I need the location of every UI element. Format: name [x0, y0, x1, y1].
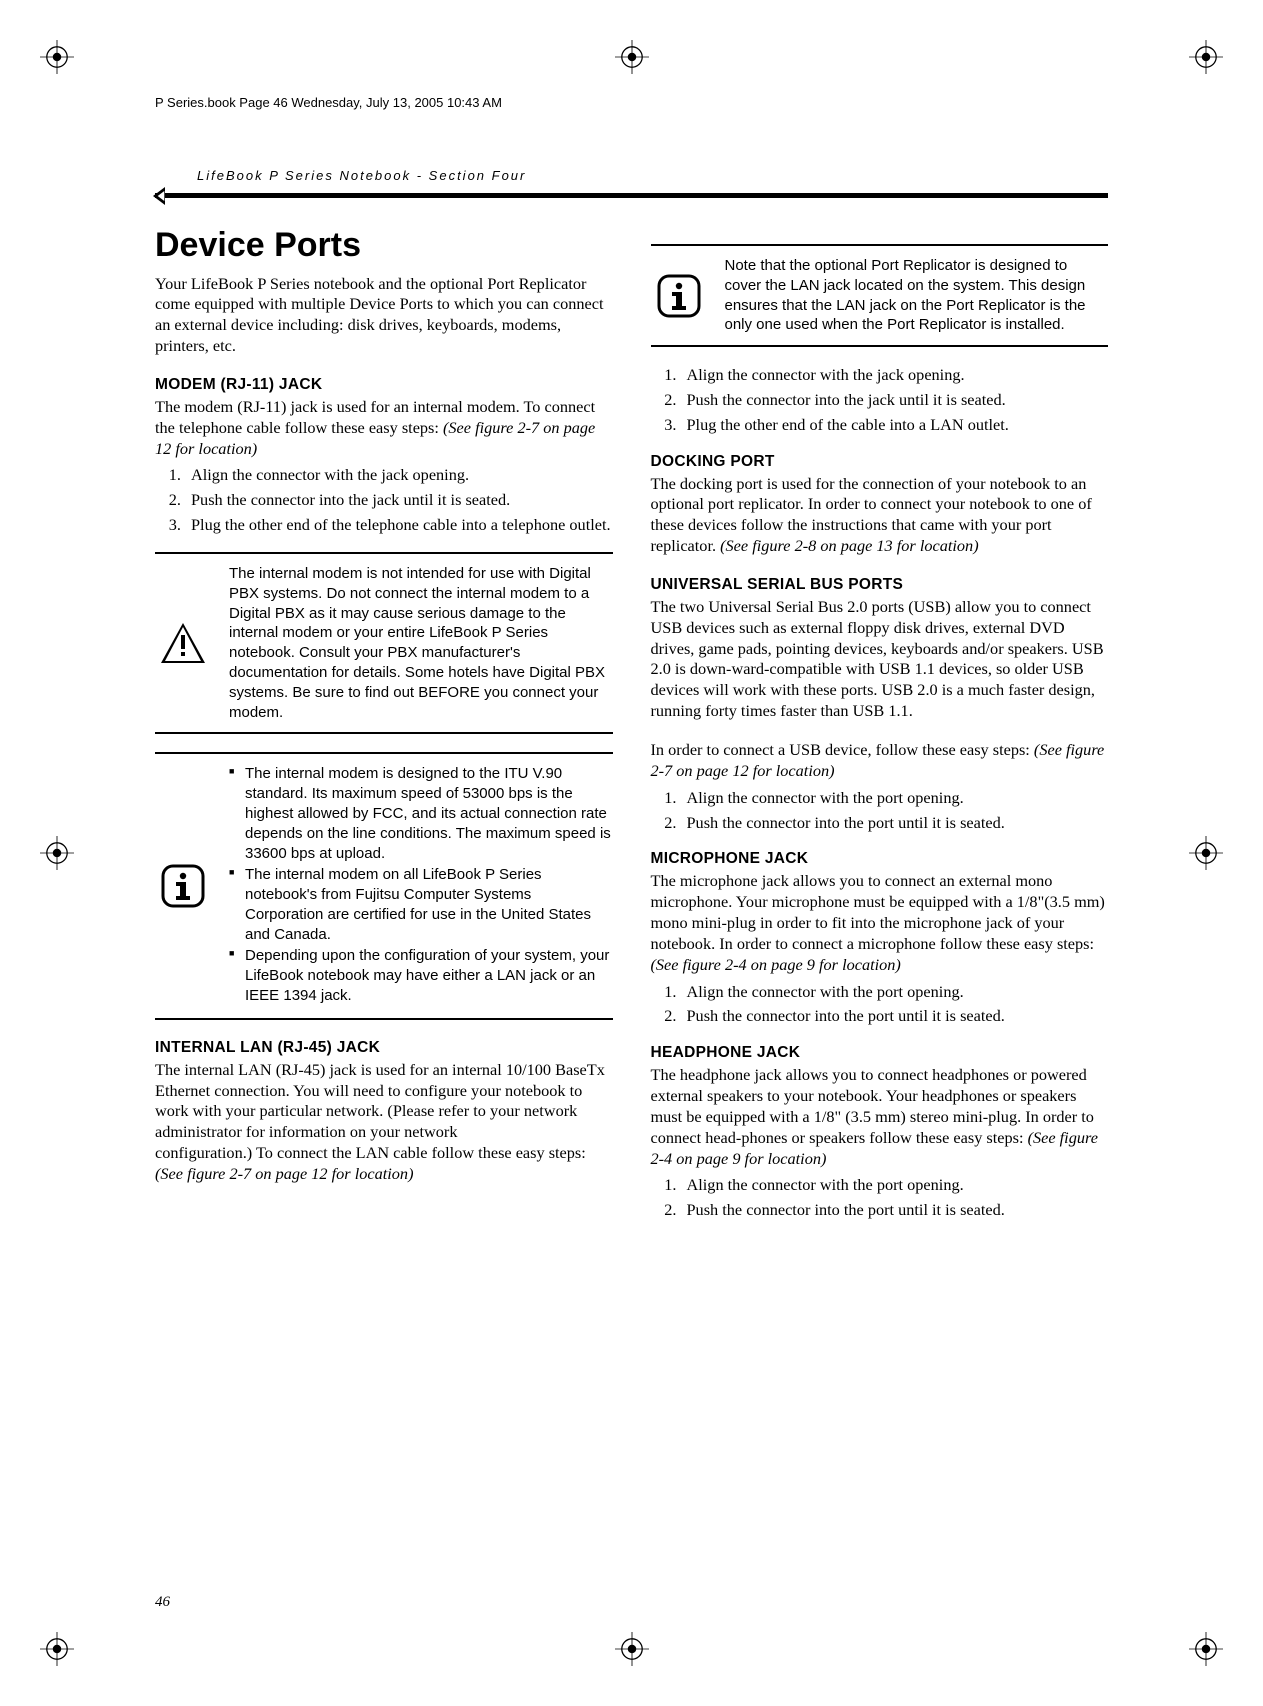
book-header: P Series.book Page 46 Wednesday, July 13…: [155, 95, 1108, 110]
right-column: Note that the optional Port Replicator i…: [651, 224, 1109, 1237]
mic-ref: (See figure 2-4 on page 9 for location): [651, 955, 901, 974]
mic-body-text: The microphone jack allows you to connec…: [651, 871, 1105, 953]
page-number: 46: [155, 1594, 170, 1611]
list-item: Plug the other end of the cable into a L…: [681, 415, 1109, 436]
list-item: Push the connector into the jack until i…: [185, 490, 613, 511]
warning-text: The internal modem is not intended for u…: [229, 564, 613, 722]
usb-body2: In order to connect a USB device, follow…: [651, 740, 1109, 782]
list-item: Align the connector with the port openin…: [681, 982, 1109, 1003]
list-item: Push the connector into the port until i…: [681, 813, 1109, 834]
mic-body: The microphone jack allows you to connec…: [651, 871, 1109, 975]
crop-mark-icon: [1189, 40, 1223, 74]
info-note: The internal modem is designed to the IT…: [155, 752, 613, 1020]
headphone-steps: Align the connector with the port openin…: [673, 1175, 1109, 1221]
docking-ref: (See figure 2-8 on page 13 for location): [720, 536, 979, 555]
headphone-body: The headphone jack allows you to connect…: [651, 1065, 1109, 1169]
info-note-text: The internal modem is designed to the IT…: [229, 764, 613, 1008]
crop-mark-icon: [40, 836, 74, 870]
lan-heading: INTERNAL LAN (RJ-45) JACK: [155, 1038, 613, 1058]
modem-body: The modem (RJ-11) jack is used for an in…: [155, 397, 613, 460]
usb-heading: UNIVERSAL SERIAL BUS PORTS: [651, 575, 1109, 595]
list-item: Align the connector with the port openin…: [681, 788, 1109, 809]
list-item: The internal modem on all LifeBook P Ser…: [229, 865, 613, 944]
modem-steps: Align the connector with the jack openin…: [177, 465, 613, 536]
list-item: Plug the other end of the telephone cabl…: [185, 515, 613, 536]
docking-body: The docking port is used for the connect…: [651, 474, 1109, 557]
crop-mark-icon: [615, 40, 649, 74]
lan-body: The internal LAN (RJ-45) jack is used fo…: [155, 1060, 613, 1143]
page-content: P Series.book Page 46 Wednesday, July 13…: [155, 95, 1108, 1611]
info-icon: [651, 272, 707, 320]
warning-icon: [155, 619, 211, 667]
crop-mark-icon: [615, 1632, 649, 1666]
mic-steps: Align the connector with the port openin…: [673, 982, 1109, 1028]
usb-body: The two Universal Serial Bus 2.0 ports (…: [651, 597, 1109, 722]
list-item: Align the connector with the jack openin…: [185, 465, 613, 486]
header-rule: [155, 193, 1108, 198]
header-arrow-icon: [153, 187, 165, 205]
list-item: Align the connector with the jack openin…: [681, 365, 1109, 386]
crop-mark-icon: [40, 40, 74, 74]
headphone-heading: HEADPHONE JACK: [651, 1043, 1109, 1063]
list-item: The internal modem is designed to the IT…: [229, 764, 613, 863]
mic-heading: MICROPHONE JACK: [651, 849, 1109, 869]
docking-heading: DOCKING PORT: [651, 452, 1109, 472]
modem-heading: MODEM (RJ-11) JACK: [155, 375, 613, 395]
replicator-note: Note that the optional Port Replicator i…: [651, 244, 1109, 347]
intro-paragraph: Your LifeBook P Series notebook and the …: [155, 274, 613, 357]
running-head: LifeBook P Series Notebook - Section Fou…: [197, 168, 1108, 183]
info-icon: [155, 862, 211, 910]
lan-steps: Align the connector with the jack openin…: [673, 365, 1109, 436]
crop-mark-icon: [40, 1632, 74, 1666]
list-item: Align the connector with the port openin…: [681, 1175, 1109, 1196]
left-column: Device Ports Your LifeBook P Series note…: [155, 224, 613, 1237]
crop-mark-icon: [1189, 836, 1223, 870]
list-item: Push the connector into the port until i…: [681, 1006, 1109, 1027]
lan-body2-text: configuration.) To connect the LAN cable…: [155, 1143, 586, 1162]
usb-steps: Align the connector with the port openin…: [673, 788, 1109, 834]
lan-body2: configuration.) To connect the LAN cable…: [155, 1143, 613, 1185]
usb-body2-text: In order to connect a USB device, follow…: [651, 740, 1034, 759]
replicator-note-text: Note that the optional Port Replicator i…: [725, 256, 1109, 335]
list-item: Push the connector into the port until i…: [681, 1200, 1109, 1221]
crop-mark-icon: [1189, 1632, 1223, 1666]
lan-ref: (See figure 2-7 on page 12 for location): [155, 1164, 414, 1183]
list-item: Depending upon the configuration of your…: [229, 946, 613, 1005]
page-title: Device Ports: [155, 224, 613, 268]
warning-note: The internal modem is not intended for u…: [155, 552, 613, 734]
list-item: Push the connector into the jack until i…: [681, 390, 1109, 411]
